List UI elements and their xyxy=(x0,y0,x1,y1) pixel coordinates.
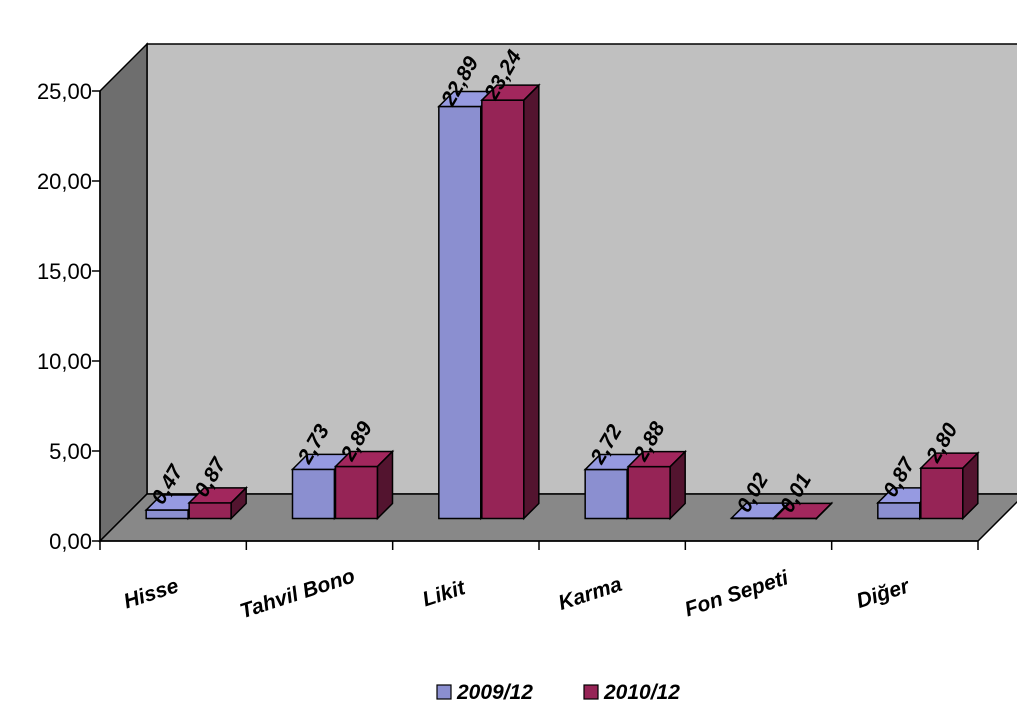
category-label: Likit xyxy=(420,576,469,612)
category-label: Fon Sepeti xyxy=(682,566,792,621)
y-tick-label: 15,00 xyxy=(37,259,92,284)
legend-label: 2010/12 xyxy=(603,681,680,704)
bar xyxy=(333,449,395,521)
legend-swatch xyxy=(583,684,599,700)
bar xyxy=(480,83,541,521)
chart-walls xyxy=(98,42,1017,543)
category-axis: Hisse Tahvil Bono Likit Karma Fon Sepeti Diğe… xyxy=(99,541,979,623)
bar xyxy=(919,451,980,521)
bar xyxy=(772,501,834,521)
y-tick-label: 20,00 xyxy=(37,169,92,194)
bar xyxy=(626,449,687,521)
legend-swatch xyxy=(436,684,452,700)
y-tick-label: 25,00 xyxy=(37,79,92,104)
bar-series xyxy=(144,83,980,521)
y-tick-label: 10,00 xyxy=(37,349,92,374)
back-wall xyxy=(146,43,1017,495)
category-label: Karma xyxy=(556,573,626,615)
category-label: Diğer xyxy=(854,574,914,613)
y-tick-label: 5,00 xyxy=(49,439,92,464)
value-axis: 0,00 5,00 10,00 15,00 20,00 25,00 xyxy=(37,79,978,554)
legend-label: 2009/12 xyxy=(456,681,533,704)
side-wall xyxy=(99,42,148,543)
bar xyxy=(187,486,248,521)
y-tick-label: 0,00 xyxy=(49,529,92,554)
category-label: Hisse xyxy=(121,574,182,613)
legend: 2009/12 2010/12 xyxy=(436,681,680,704)
category-label: Tahvil Bono xyxy=(237,564,358,623)
